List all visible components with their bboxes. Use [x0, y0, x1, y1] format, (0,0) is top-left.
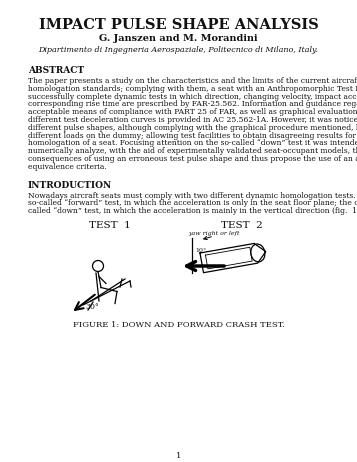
- Text: The paper presents a study on the characteristics and the limits of the current : The paper presents a study on the charac…: [28, 77, 357, 85]
- Text: consequences of using an erroneous test pulse shape and thus propose the use of : consequences of using an erroneous test …: [28, 155, 357, 163]
- Text: numerically analyze, with the aid of experimentally validated seat-occupant mode: numerically analyze, with the aid of exp…: [28, 147, 357, 155]
- Text: TEST  2: TEST 2: [221, 221, 263, 230]
- Text: IMPACT PULSE SHAPE ANALYSIS: IMPACT PULSE SHAPE ANALYSIS: [39, 18, 318, 32]
- Text: homologation standards; complying with them, a seat with an Anthropomorphic Test: homologation standards; complying with t…: [28, 85, 357, 93]
- Text: FIGURE 1: DOWN AND FORWARD CRASH TEST.: FIGURE 1: DOWN AND FORWARD CRASH TEST.: [72, 321, 285, 329]
- Text: different test deceleration curves is provided in AC 25.562-1A. However, it was : different test deceleration curves is pr…: [28, 116, 357, 124]
- Text: different loads on the dummy; allowing test facilities to obtain disagreeing res: different loads on the dummy; allowing t…: [28, 132, 357, 140]
- Text: INTRODUCTION: INTRODUCTION: [28, 181, 112, 189]
- Text: corresponding rise time are prescribed by FAR-25.562. Information and guidance r: corresponding rise time are prescribed b…: [28, 100, 357, 109]
- Text: Nowadays aircraft seats must comply with two different dynamic homologation test: Nowadays aircraft seats must comply with…: [28, 192, 357, 200]
- Text: 1: 1: [176, 452, 181, 460]
- Text: so-called “forward” test, in which the acceleration is only in the seat floor pl: so-called “forward” test, in which the a…: [28, 200, 357, 207]
- Text: homologation of a seat. Focusing attention on the so-called “down” test it was i: homologation of a seat. Focusing attenti…: [28, 140, 357, 147]
- Text: equivalence criteria.: equivalence criteria.: [28, 163, 107, 171]
- Text: called “down” test, in which the acceleration is mainly in the vertical directio: called “down” test, in which the acceler…: [28, 207, 357, 215]
- Text: TEST  1: TEST 1: [89, 221, 131, 230]
- Text: G. Janszen and M. Morandini: G. Janszen and M. Morandini: [99, 34, 258, 43]
- Text: 10°: 10°: [195, 248, 206, 253]
- Text: acceptable means of compliance with PART 25 of FAR, as well as graphical evaluat: acceptable means of compliance with PART…: [28, 108, 357, 116]
- Text: yaw right or left: yaw right or left: [188, 231, 240, 236]
- Text: different pulse shapes, although complying with the graphical procedure mentione: different pulse shapes, although complyi…: [28, 124, 357, 132]
- Text: successfully complete dynamic tests in which direction, changing velocity, impac: successfully complete dynamic tests in w…: [28, 92, 357, 101]
- Text: 30°: 30°: [85, 303, 99, 311]
- Text: ABSTRACT: ABSTRACT: [28, 66, 84, 75]
- Text: Dipartimento di Ingegneria Aerospaziale, Politecnico di Milano, Italy.: Dipartimento di Ingegneria Aerospaziale,…: [39, 46, 318, 54]
